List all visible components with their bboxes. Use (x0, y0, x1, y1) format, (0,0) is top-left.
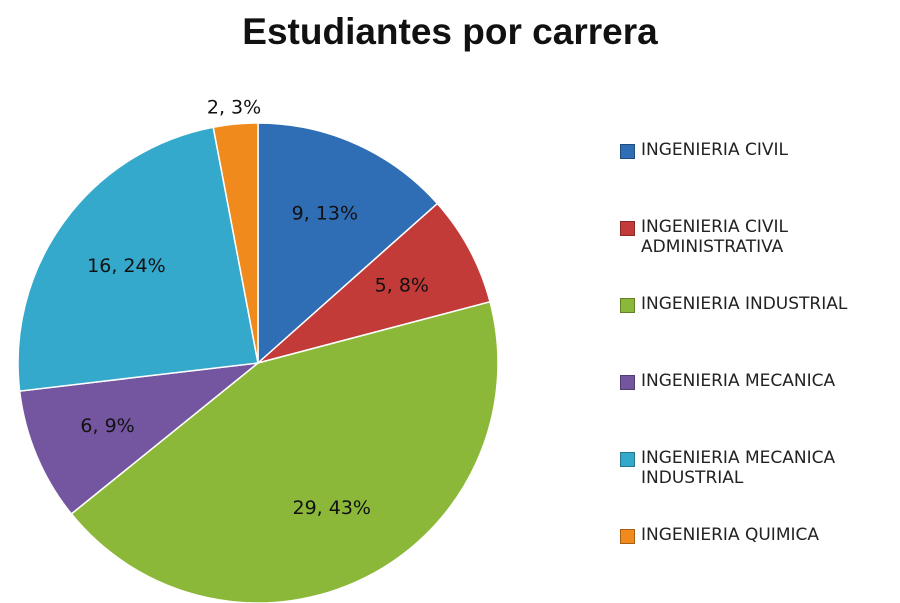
legend-label: INGENIERIA INDUSTRIAL (641, 294, 848, 314)
legend-label: INGENIERIA QUIMICA (641, 525, 819, 545)
legend-swatch (620, 221, 635, 236)
legend-item: INGENIERIA MECANICA INDUSTRIAL (620, 448, 890, 488)
legend-swatch (620, 452, 635, 467)
legend-item: INGENIERIA INDUSTRIAL (620, 294, 890, 314)
pie-slice (17, 126, 259, 392)
legend-item: INGENIERIA CIVIL (620, 140, 890, 160)
legend-item: INGENIERIA QUIMICA (620, 525, 890, 545)
legend-item: INGENIERIA MECANICA (620, 371, 890, 391)
data-label: 29, 43% (293, 497, 372, 519)
legend-swatch (620, 298, 635, 313)
legend-swatch (620, 529, 635, 544)
data-label: 9, 13% (292, 203, 358, 225)
legend-label: INGENIERIA MECANICA INDUSTRIAL (641, 448, 836, 488)
legend-item: INGENIERIA CIVIL ADMINISTRATIVA (620, 217, 890, 257)
pie-slice (18, 361, 261, 515)
data-label: 16, 24% (87, 255, 166, 277)
pie-slice (212, 122, 259, 364)
data-label: 6, 9% (80, 415, 134, 437)
data-label: 2, 3% (207, 97, 261, 119)
pie-slice (257, 202, 491, 364)
chart-title: Estudiantes por carrera (242, 11, 658, 52)
legend-label: INGENIERIA CIVIL ADMINISTRATIVA (641, 217, 788, 257)
legend-label: INGENIERIA MECANICA (641, 371, 836, 391)
data-label: 5, 8% (375, 274, 429, 296)
pie-slice (70, 300, 499, 603)
legend-swatch (620, 375, 635, 390)
legend-swatch (620, 144, 635, 159)
pie-slice (257, 122, 439, 365)
legend-label: INGENIERIA CIVIL (641, 140, 788, 160)
